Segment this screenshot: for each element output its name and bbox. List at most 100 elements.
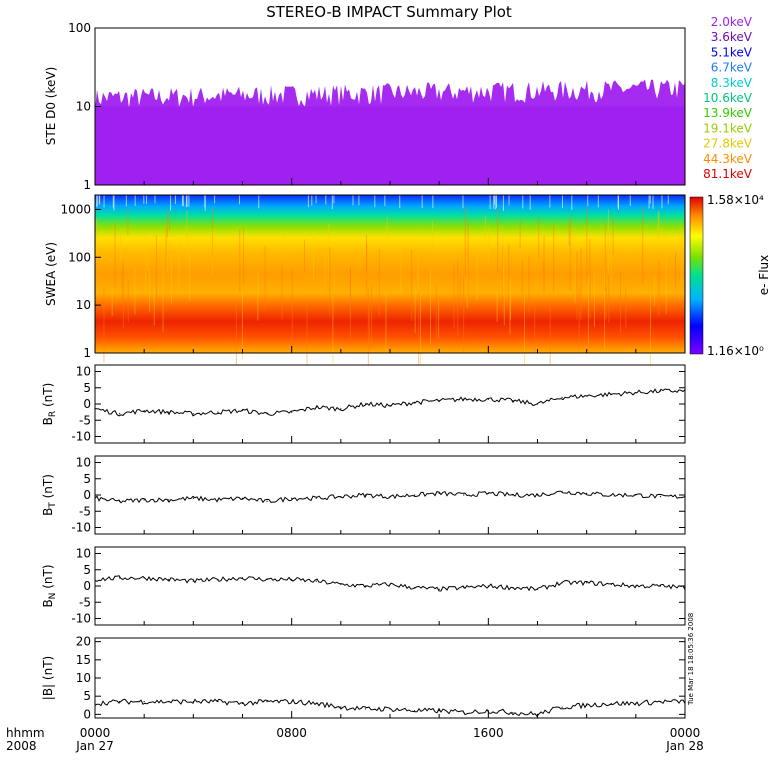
br-ylabel: BR (nT) — [41, 383, 58, 426]
bmag-point — [94, 702, 96, 705]
swea-streak — [488, 227, 490, 264]
swea-gap — [508, 195, 510, 206]
swea-streak — [569, 215, 571, 291]
swea-streak — [235, 301, 237, 377]
swea-streak — [414, 286, 416, 333]
br-point — [291, 411, 293, 413]
swea-ytick-label-10: 10 — [76, 298, 91, 312]
swea-gap — [125, 195, 127, 207]
bmag-point — [364, 708, 367, 710]
bn-point — [659, 585, 662, 587]
swea-streak — [313, 236, 315, 280]
swea-streak — [453, 262, 455, 329]
swea-gap — [358, 195, 360, 206]
swea-streak — [543, 261, 545, 284]
swea-streak — [332, 295, 334, 364]
swea-gap — [188, 195, 190, 207]
swea-streak — [147, 246, 149, 271]
swea-streak — [650, 291, 652, 370]
bmag-point — [610, 702, 612, 705]
swea-gap — [315, 195, 317, 204]
swea-gap — [325, 195, 327, 205]
bn-point — [94, 578, 96, 581]
br-frame — [94, 364, 686, 444]
swea-streak — [538, 217, 540, 258]
swea-gap — [98, 195, 100, 204]
bt-point — [118, 500, 121, 503]
swea-streak — [466, 261, 468, 309]
swea-gap — [181, 195, 183, 207]
bt-point — [94, 497, 96, 499]
bt-point — [413, 494, 416, 496]
bt-point — [684, 496, 686, 498]
swea-gap — [204, 195, 206, 208]
bn-point — [364, 585, 367, 587]
swea-gap — [333, 195, 335, 204]
swea-y-axis: 1 10 100 1000 — [60, 202, 101, 360]
br-point — [586, 395, 588, 397]
bn-point — [291, 578, 293, 581]
swea-streak — [653, 274, 655, 306]
swea-streak — [610, 232, 612, 294]
swea-streak — [417, 245, 419, 301]
swea-gap — [618, 195, 620, 210]
bmag-point — [118, 701, 121, 703]
bmag-point — [266, 701, 268, 703]
swea-gap — [421, 195, 423, 208]
swea-streak — [553, 223, 555, 293]
plot-title: STEREO-B IMPACT Summary Plot — [266, 3, 512, 21]
legend-5.1keV: 5.1keV — [711, 45, 753, 59]
x-date-label-0: Jan 27 — [75, 739, 114, 753]
bmag-panel: 0 5 10 15 20 |B| (nT) — [41, 635, 686, 721]
bt-point — [438, 492, 440, 494]
swea-streak — [162, 266, 164, 332]
swea-streak — [509, 282, 511, 321]
swea-gap — [331, 195, 333, 210]
swea-streak — [400, 243, 402, 294]
swea-gap — [143, 195, 145, 204]
swea-streak — [608, 272, 610, 323]
swea-gap — [667, 195, 669, 205]
bmag-point — [217, 701, 219, 703]
swea-streak — [496, 291, 498, 323]
swea-streak — [114, 222, 116, 288]
bmag-point — [659, 701, 662, 703]
swea-streak — [155, 235, 157, 308]
swea-heatmap — [95, 195, 685, 353]
swea-gap — [652, 195, 654, 209]
swea-streak — [604, 221, 606, 293]
bn-point — [512, 587, 514, 589]
swea-streak — [568, 222, 570, 247]
swea-gap — [399, 195, 401, 209]
swea-streak — [576, 251, 578, 320]
swea-gap — [661, 195, 663, 209]
br-point — [463, 398, 465, 400]
swea-streak — [385, 291, 387, 353]
br-point — [241, 409, 244, 412]
swea-gap — [96, 195, 98, 206]
swea-streak — [438, 300, 440, 339]
br-point — [315, 406, 317, 408]
bt-point — [463, 494, 465, 496]
swea-streak — [620, 271, 622, 333]
bn-point — [684, 587, 686, 589]
swea-streak — [95, 218, 97, 263]
swea-ylabel: SWEA (eV) — [44, 242, 58, 306]
swea-streak — [665, 234, 667, 314]
swea-streak — [580, 247, 582, 320]
bmag-point — [143, 701, 145, 703]
swea-gap — [384, 195, 386, 207]
bt-point — [266, 500, 268, 503]
br-point — [561, 396, 563, 399]
bmag-point — [413, 710, 416, 712]
swea-streak — [675, 252, 677, 290]
swea-streak — [170, 252, 172, 304]
swea-streak — [589, 238, 591, 319]
bn-frame — [94, 546, 686, 626]
bt-point — [561, 491, 563, 493]
bt-point — [389, 496, 391, 498]
swea-streak — [431, 221, 433, 254]
